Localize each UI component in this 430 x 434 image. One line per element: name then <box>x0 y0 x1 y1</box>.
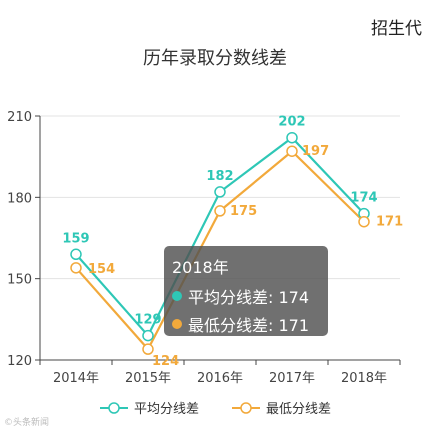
data-label: 182 <box>206 169 233 184</box>
data-point[interactable] <box>214 205 226 217</box>
data-point[interactable] <box>70 262 82 274</box>
tooltip-title: 2018年 <box>172 258 229 277</box>
data-label: 175 <box>230 204 257 219</box>
y-tick-label: 210 <box>7 110 32 125</box>
legend-swatch-marker <box>108 402 120 414</box>
y-tick-label: 180 <box>7 191 32 206</box>
legend-label: 最低分线差 <box>266 402 331 417</box>
tooltip-row-min-text: 最低分线差: 171 <box>188 316 310 335</box>
tooltip-row-avg: 平均分线差: 174 <box>172 284 320 308</box>
legend[interactable]: 平均分线差 最低分线差 <box>100 402 331 417</box>
tooltip-row-avg-text: 平均分线差: 174 <box>188 288 310 307</box>
data-label: 197 <box>302 144 329 159</box>
x-tick-label: 2018年 <box>341 371 387 386</box>
data-point[interactable] <box>70 248 82 261</box>
legend-swatch-marker <box>240 402 252 414</box>
tooltip-dot-min <box>172 319 182 329</box>
tooltip-dot-avg <box>172 291 182 301</box>
data-point[interactable] <box>142 329 154 342</box>
brand-label: 招生代 <box>371 19 422 39</box>
chart-title: 历年录取分数线差 <box>143 48 287 69</box>
data-label: 202 <box>278 115 305 130</box>
series-layer <box>70 131 370 355</box>
tooltip-row-min: 最低分线差: 171 <box>172 312 320 336</box>
legend-item-0[interactable]: 平均分线差 <box>100 402 199 417</box>
data-point[interactable] <box>286 145 298 157</box>
legend-item-1[interactable]: 最低分线差 <box>232 402 331 417</box>
tooltip: 2018年 平均分线差: 174 最低分线差: 171 <box>164 246 328 336</box>
data-point[interactable] <box>214 186 226 198</box>
data-label: 171 <box>376 215 403 230</box>
x-tick-label: 2015年 <box>125 371 171 386</box>
y-tick-label: 150 <box>7 273 32 288</box>
watermark: ©头条新闻 <box>4 418 50 428</box>
axes: 210 180 150 120 2014年 2015年 2016年 2017年 2018年 <box>7 110 401 386</box>
data-label: 174 <box>350 191 377 206</box>
data-point[interactable] <box>286 131 298 144</box>
data-label: 154 <box>88 262 115 277</box>
x-tick-label: 2017年 <box>269 371 315 386</box>
data-label: 129 <box>134 313 161 328</box>
data-label: 124 <box>152 354 179 369</box>
data-label: 159 <box>62 231 89 246</box>
x-tick-label: 2014年 <box>53 371 99 386</box>
legend-label: 平均分线差 <box>134 402 199 417</box>
data-labels: 159 129 182 202 174 154 124 175 197 171 <box>62 115 403 369</box>
data-point[interactable] <box>358 215 370 228</box>
y-tick-label: 120 <box>7 354 32 369</box>
x-tick-label: 2016年 <box>197 371 243 386</box>
data-point[interactable] <box>142 343 154 355</box>
